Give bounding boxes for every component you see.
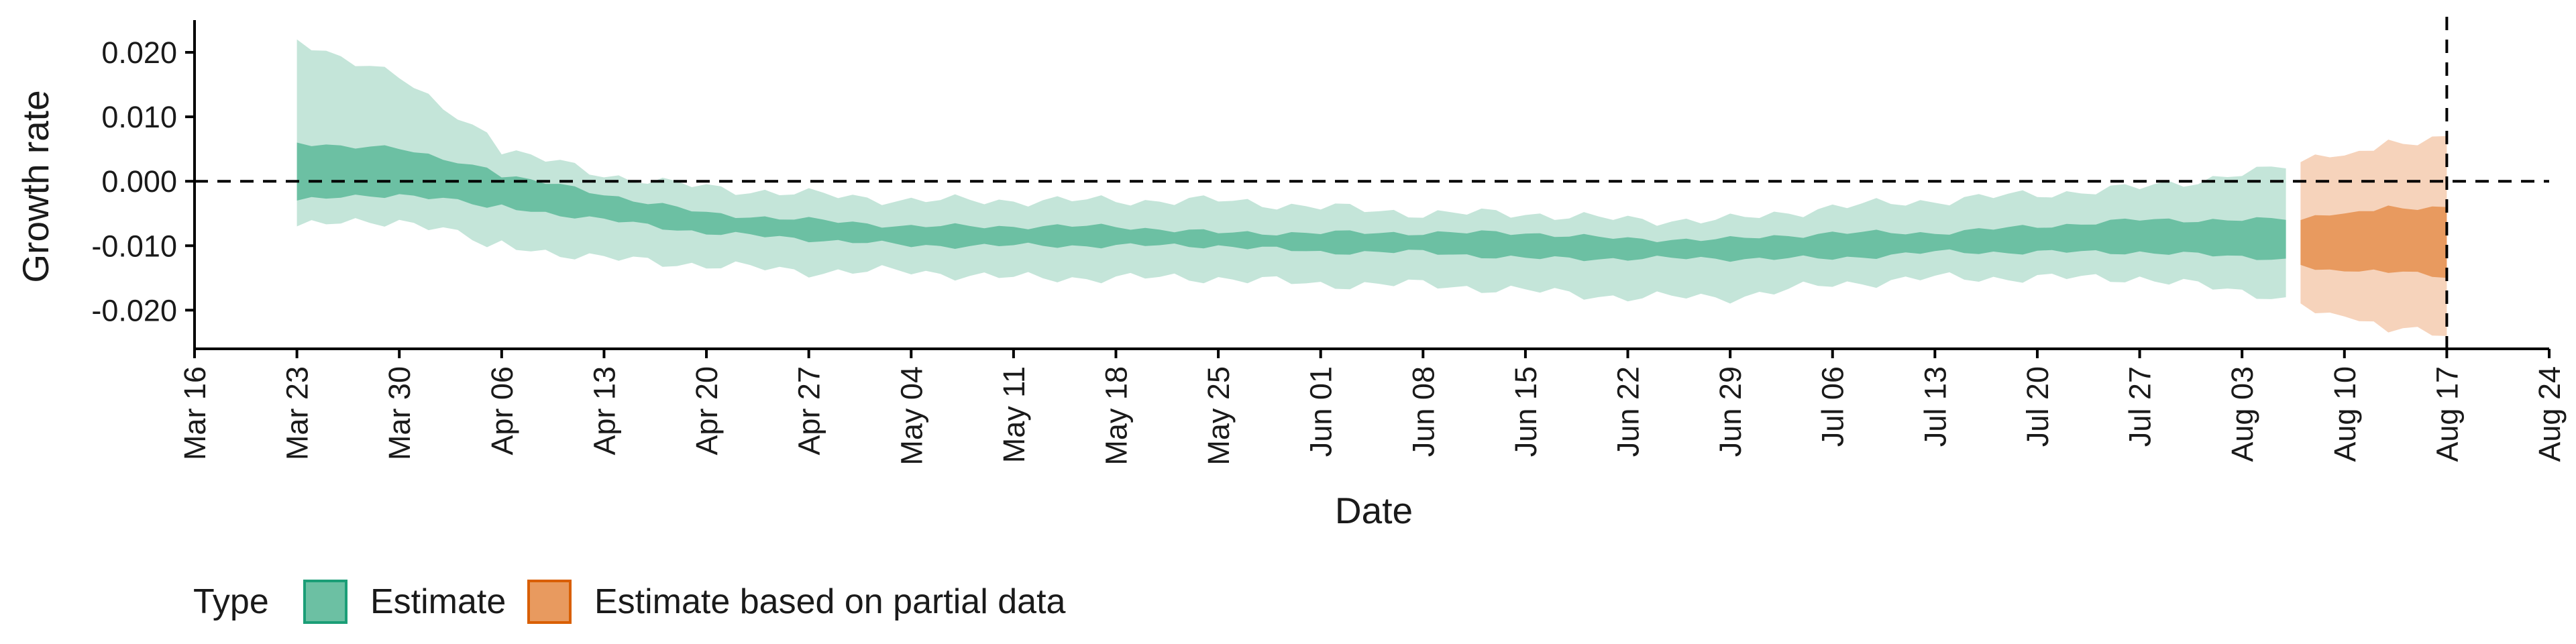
legend-label-estimate: Estimate bbox=[370, 582, 506, 621]
x-tick-label: Aug 17 bbox=[2430, 366, 2464, 462]
legend-title: Type bbox=[193, 582, 269, 621]
x-tick-label: Jun 29 bbox=[1713, 366, 1748, 457]
y-tick-label: 0.000 bbox=[101, 164, 177, 199]
x-tick-label: Jul 27 bbox=[2123, 366, 2157, 447]
x-tick-label: Mar 16 bbox=[178, 366, 212, 460]
x-tick-label: Apr 06 bbox=[485, 366, 519, 455]
x-tick-label: Apr 20 bbox=[690, 366, 724, 455]
x-tick-label: May 18 bbox=[1099, 366, 1133, 466]
legend-swatch-partial bbox=[527, 580, 572, 624]
x-tick-label: Aug 10 bbox=[2328, 366, 2362, 462]
band-inner-partial bbox=[2300, 205, 2447, 278]
y-tick-label: 0.020 bbox=[101, 36, 177, 70]
y-tick-label: 0.010 bbox=[101, 100, 177, 134]
x-tick-label: Mar 23 bbox=[280, 366, 315, 460]
x-tick-label: Jun 01 bbox=[1304, 366, 1338, 457]
y-tick-label: -0.020 bbox=[91, 293, 177, 327]
y-axis-ticks: 0.020 0.010 0.000 -0.010 -0.020 bbox=[91, 36, 195, 327]
x-tick-label: Mar 30 bbox=[382, 366, 417, 460]
x-tick-label: Jun 08 bbox=[1406, 366, 1440, 457]
legend-swatch-estimate bbox=[303, 580, 347, 624]
x-tick-label: Jul 13 bbox=[1918, 366, 1952, 447]
x-tick-label: Jun 22 bbox=[1611, 366, 1646, 457]
x-tick-label: Jun 15 bbox=[1509, 366, 1543, 457]
x-axis-ticks: Mar 16 Mar 23 Mar 30 Apr 06 Apr 13 Apr 20 Apr … bbox=[178, 349, 2567, 466]
x-tick-label: Aug 03 bbox=[2225, 366, 2259, 462]
x-tick-label: Apr 13 bbox=[587, 366, 621, 455]
y-tick-label: -0.010 bbox=[91, 229, 177, 263]
x-tick-label: May 04 bbox=[894, 366, 928, 466]
band-outer-estimate bbox=[297, 39, 2286, 304]
legend: Type Estimate Estimate based on partial … bbox=[193, 580, 1066, 624]
x-tick-label: Jul 20 bbox=[2021, 366, 2055, 447]
x-tick-label: Aug 24 bbox=[2532, 366, 2567, 462]
band-inner-estimate bbox=[297, 142, 2286, 262]
x-tick-label: Apr 27 bbox=[792, 366, 826, 455]
y-axis-title: Growth rate bbox=[15, 90, 56, 282]
plot-bands bbox=[297, 39, 2447, 336]
x-tick-label: May 11 bbox=[997, 366, 1031, 463]
x-tick-label: Jul 06 bbox=[1816, 366, 1850, 447]
x-tick-label: May 25 bbox=[1201, 366, 1236, 466]
x-axis-title: Date bbox=[1335, 490, 1413, 531]
legend-label-partial: Estimate based on partial data bbox=[594, 582, 1066, 621]
